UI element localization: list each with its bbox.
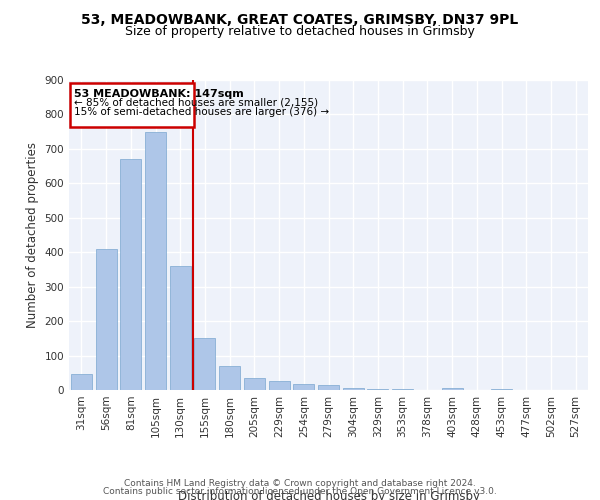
Bar (145, 132, 166, 390)
Y-axis label: Number of detached properties: Number of detached properties (26, 142, 39, 328)
Bar (95, 249, 116, 390)
Bar (219, 366, 240, 390)
Bar (367, 389, 388, 390)
Text: 53 MEADOWBANK: 147sqm: 53 MEADOWBANK: 147sqm (74, 88, 244, 99)
Bar (269, 382, 290, 390)
FancyBboxPatch shape (70, 84, 194, 127)
Bar (293, 384, 314, 390)
Bar (343, 388, 364, 390)
Bar (120, 159, 141, 390)
Bar (491, 388, 512, 390)
Text: 15% of semi-detached houses are larger (376) →: 15% of semi-detached houses are larger (… (74, 107, 329, 117)
Bar (318, 385, 339, 390)
Bar (194, 338, 215, 390)
Text: ← 85% of detached houses are smaller (2,155): ← 85% of detached houses are smaller (2,… (74, 98, 318, 108)
X-axis label: Distribution of detached houses by size in Grimsby: Distribution of detached houses by size … (178, 490, 479, 500)
Bar (170, 266, 191, 390)
Text: Contains public sector information licensed under the Open Government Licence v3: Contains public sector information licen… (103, 487, 497, 496)
Text: Contains HM Land Registry data © Crown copyright and database right 2024.: Contains HM Land Registry data © Crown c… (124, 478, 476, 488)
Text: 53, MEADOWBANK, GREAT COATES, GRIMSBY, DN37 9PL: 53, MEADOWBANK, GREAT COATES, GRIMSBY, D… (82, 12, 518, 26)
Bar (71, 374, 92, 390)
Bar (244, 378, 265, 390)
Text: Size of property relative to detached houses in Grimsby: Size of property relative to detached ho… (125, 25, 475, 38)
Bar (442, 388, 463, 390)
